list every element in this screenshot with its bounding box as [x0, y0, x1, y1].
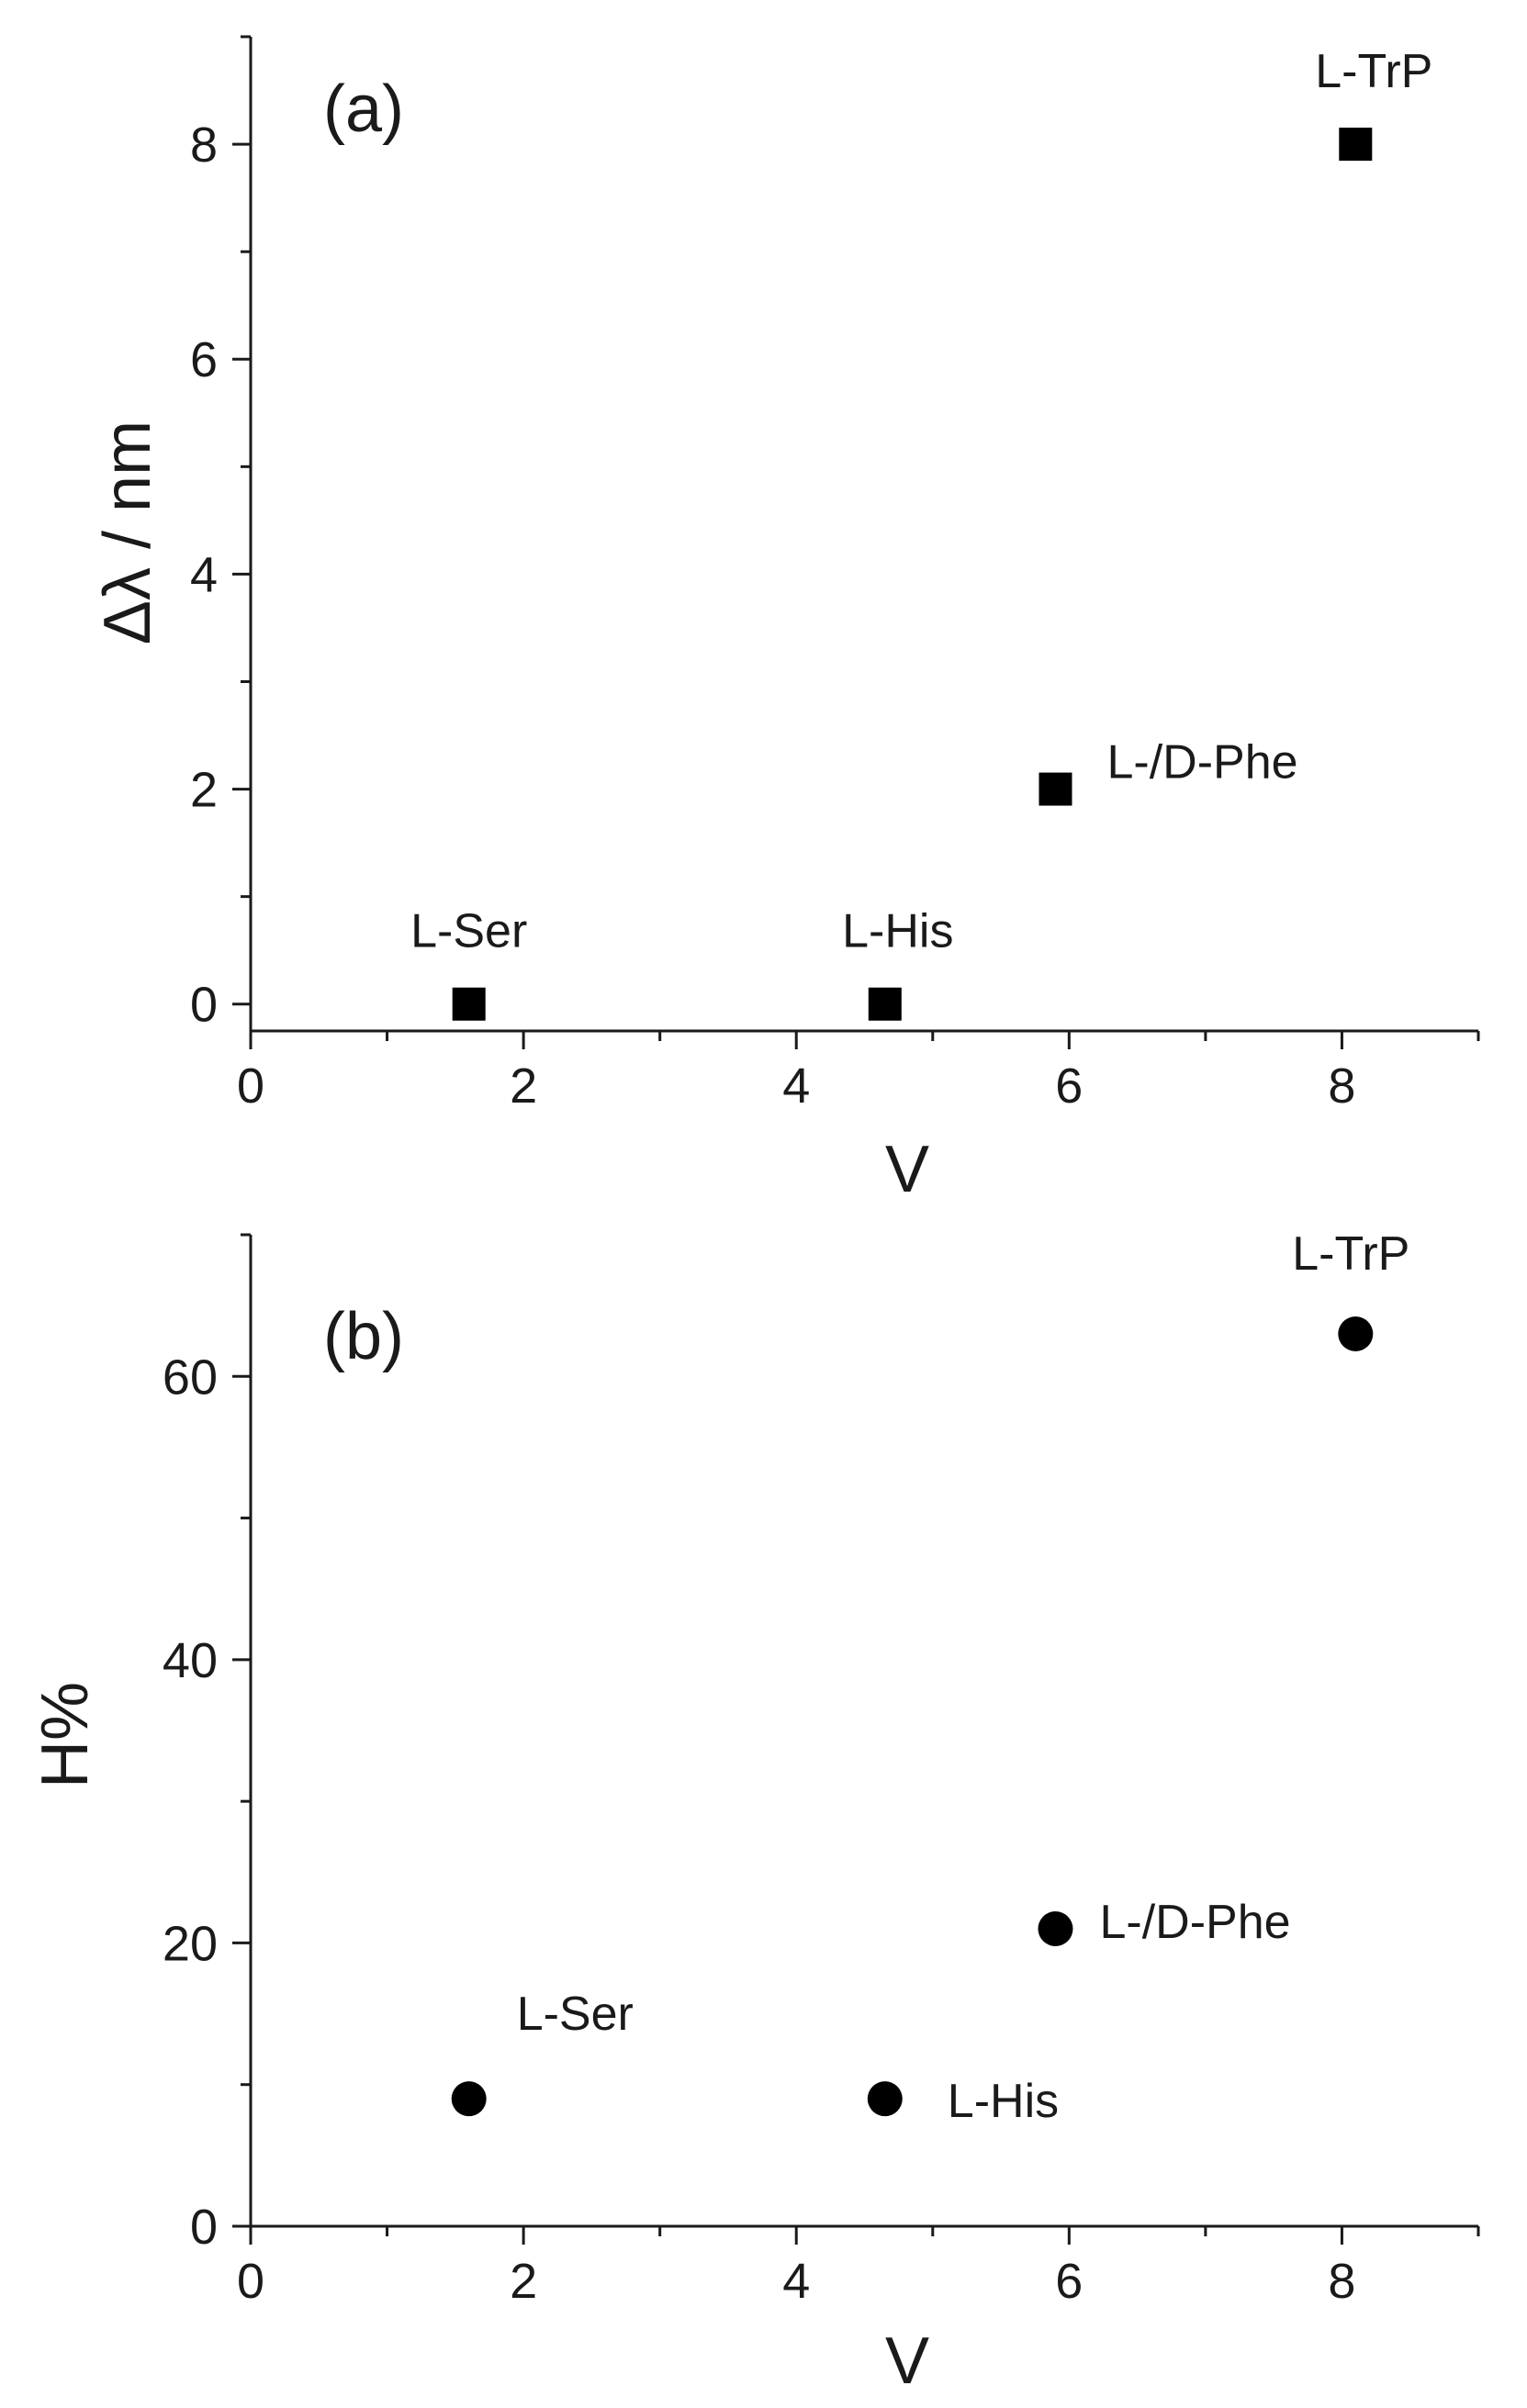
panel-a-chart: 0 2 4 6 8 0 2 4 6 8 V Δλ / nm (a) L-Ser L-His L-/D-Phe L…: [91, 35, 1480, 1206]
panel-a-y-tick-label: 4: [190, 547, 218, 602]
panel-b-x-axis-title: V: [885, 2324, 929, 2398]
panel-b-chart: 0 2 4 6 8 0 20 40 60 V H% (b) L-Ser L-His L-/D-Phe L-Tr…: [28, 1227, 1480, 2398]
panel-a-point-l-his-marker: [868, 987, 902, 1021]
panel-a-point-l-ser-label: L-Ser: [410, 905, 527, 958]
panel-a-point-l-d-phe-label: L-/D-Phe: [1106, 736, 1297, 790]
panel-a-point-l-trp-marker: [1339, 128, 1373, 162]
panel-a-panel-label: (a): [323, 73, 404, 146]
panel-a-point-l-trp-label: L-TrP: [1315, 45, 1432, 98]
panel-b-x-tick-label: 8: [1328, 2254, 1355, 2309]
panel-b-y-tick-label: 60: [163, 1350, 218, 1405]
panel-a-x-tick-label: 4: [782, 1058, 810, 1114]
panel-b-point-l-d-phe-marker: [1038, 1911, 1073, 1946]
panel-b-point-l-ser-label: L-Ser: [517, 1988, 634, 2041]
panel-a-point-l-ser-marker: [452, 987, 486, 1021]
panel-a-x-tick-label: 6: [1055, 1058, 1083, 1114]
panel-a-y-axis-title: Δλ / nm: [91, 420, 164, 644]
panel-b-x-tick-label: 2: [510, 2254, 537, 2309]
panel-a-y-tick-label: 6: [190, 332, 218, 387]
panel-a-x-tick-label: 2: [510, 1058, 537, 1114]
panel-b-y-tick-label: 20: [163, 1916, 218, 1971]
panel-b-point-l-his-marker: [867, 2081, 903, 2117]
panel-b-y-axis-title: H%: [28, 1682, 102, 1788]
panel-b-point-l-his-label: L-His: [948, 2075, 1059, 2128]
panel-b-point-l-d-phe-label: L-/D-Phe: [1099, 1896, 1290, 1949]
panel-a-y-tick-label: 0: [190, 978, 218, 1033]
panel-a-x-tick-label: 8: [1328, 1058, 1355, 1114]
panel-a-point-l-his-label: L-His: [842, 905, 953, 958]
panel-a-y-tick-label: 8: [190, 118, 218, 173]
panel-b-panel-label: (b): [323, 1300, 404, 1373]
panel-b-x-tick-label: 6: [1055, 2254, 1083, 2309]
panel-b-x-tick-label: 4: [782, 2254, 810, 2309]
panel-a-x-tick-label: 0: [237, 1058, 264, 1114]
panel-b-point-l-trp-marker: [1338, 1316, 1374, 1351]
panel-b-y-tick-label: 0: [190, 2200, 218, 2255]
panel-b-point-l-ser-marker: [451, 2081, 487, 2117]
panel-a-y-tick-label: 2: [190, 763, 218, 818]
panel-b-point-l-trp-label: L-TrP: [1292, 1227, 1409, 1281]
panel-a-x-axis-title: V: [885, 1133, 929, 1206]
panel-b-y-tick-label: 40: [163, 1633, 218, 1688]
panel-b-x-tick-label: 0: [237, 2254, 264, 2309]
panel-a-point-l-d-phe-marker: [1039, 772, 1072, 806]
